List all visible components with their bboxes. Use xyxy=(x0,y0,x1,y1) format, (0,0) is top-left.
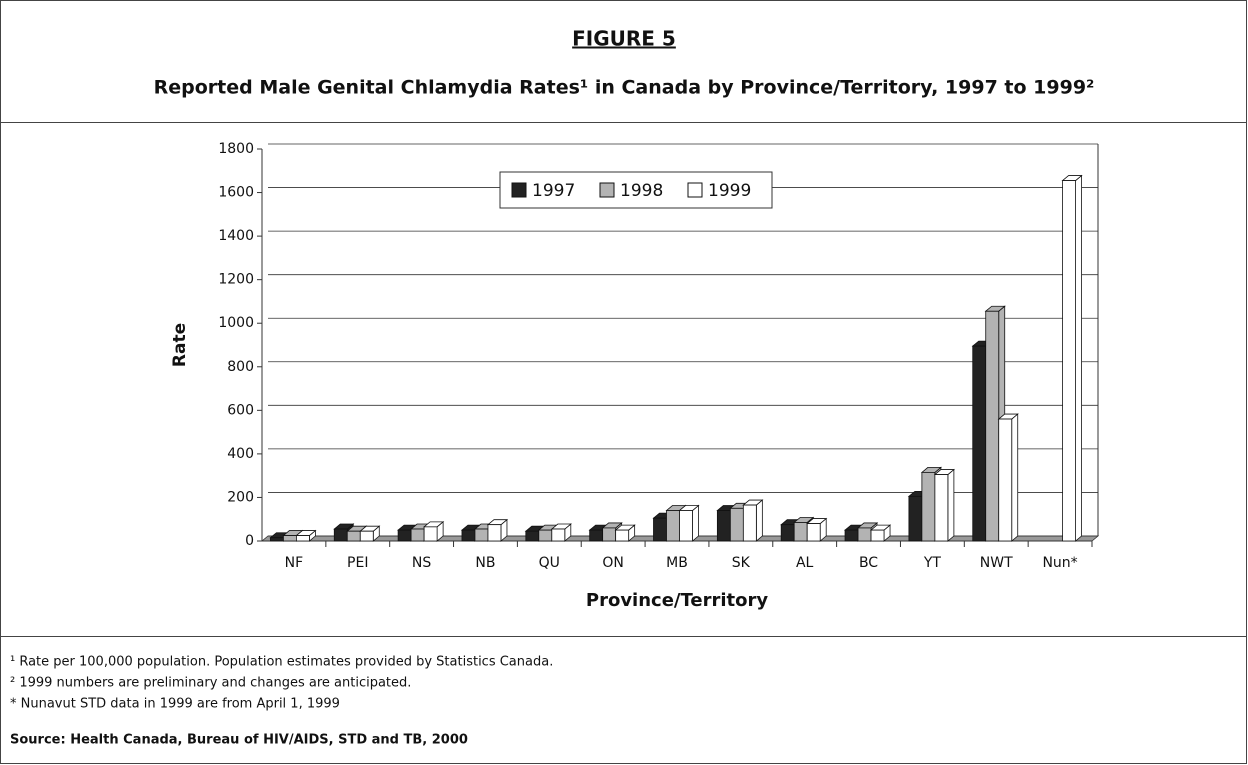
y-tick-label: 600 xyxy=(227,402,254,418)
bar xyxy=(346,530,361,542)
y-tick-label: 1000 xyxy=(218,315,254,331)
y-tick-label: 1800 xyxy=(218,141,254,157)
bar xyxy=(921,471,936,542)
bar xyxy=(423,526,438,542)
x-tick-label: NF xyxy=(285,555,304,571)
y-tick-label: 200 xyxy=(227,489,254,505)
bar xyxy=(985,310,1000,542)
bar xyxy=(487,524,502,542)
x-tick-label: ON xyxy=(602,555,624,571)
bar xyxy=(666,510,680,542)
legend-swatch xyxy=(599,182,615,198)
bar xyxy=(653,517,667,542)
bar xyxy=(283,535,297,542)
bar xyxy=(679,510,693,542)
x-tick-label: PEI xyxy=(347,555,368,571)
footnote: ² 1999 numbers are preliminary and chang… xyxy=(10,676,411,691)
bar-side xyxy=(755,499,763,542)
bar xyxy=(397,529,412,542)
bar xyxy=(780,524,795,542)
y-axis-title: Rate xyxy=(170,323,190,367)
bar xyxy=(972,345,987,542)
bar-side xyxy=(692,504,699,542)
bar xyxy=(742,504,757,542)
x-tick-label: Nun* xyxy=(1042,555,1077,571)
footnote: ¹ Rate per 100,000 population. Populatio… xyxy=(10,655,553,670)
x-tick-label: AL xyxy=(796,555,814,571)
bar xyxy=(1062,180,1076,542)
x-tick-label: NS xyxy=(412,555,431,571)
bar xyxy=(296,535,310,542)
bar xyxy=(410,528,425,542)
y-tick-label: 1600 xyxy=(218,185,254,201)
x-tick-label: SK xyxy=(732,555,751,571)
y-tick-label: 0 xyxy=(245,533,254,549)
bar xyxy=(806,523,821,542)
x-tick-label: QU xyxy=(539,555,560,571)
legend-label: 1999 xyxy=(708,181,751,201)
bar-side xyxy=(1011,413,1019,542)
bar xyxy=(602,527,617,542)
x-tick-label: MB xyxy=(666,555,688,571)
bar xyxy=(870,529,885,542)
bar xyxy=(333,528,348,542)
x-tick-label: NWT xyxy=(980,555,1013,571)
x-axis-title: Province/Territory xyxy=(586,590,768,611)
bar xyxy=(857,527,872,542)
legend-label: 1998 xyxy=(620,181,663,201)
bar xyxy=(461,529,476,542)
bar xyxy=(844,529,859,542)
y-tick-label: 1400 xyxy=(218,228,254,244)
legend-swatch xyxy=(511,182,527,198)
bar xyxy=(359,530,374,542)
y-tick-label: 1200 xyxy=(218,272,254,288)
chart-title: Reported Male Genital Chlamydia Rates¹ i… xyxy=(154,77,1095,99)
bar xyxy=(716,510,731,542)
bar xyxy=(998,418,1013,542)
x-tick-label: BC xyxy=(859,555,878,571)
bar xyxy=(615,529,630,542)
bar xyxy=(908,495,923,542)
y-tick-label: 800 xyxy=(227,359,254,375)
bar xyxy=(270,537,284,542)
bar xyxy=(551,528,566,542)
legend-box xyxy=(499,171,773,209)
bar-side xyxy=(947,468,955,542)
legend-swatch xyxy=(687,182,703,198)
y-tick-label: 400 xyxy=(227,446,254,462)
bar xyxy=(525,530,540,542)
source: Source: Health Canada, Bureau of HIV/AID… xyxy=(10,733,468,748)
bar-side xyxy=(1075,174,1082,542)
bar xyxy=(934,474,949,542)
footnote: * Nunavut STD data in 1999 are from Apri… xyxy=(10,697,340,712)
bar xyxy=(793,522,808,542)
bar xyxy=(589,529,604,542)
x-tick-label: YT xyxy=(923,555,942,571)
bar xyxy=(538,529,553,542)
bar xyxy=(729,507,744,542)
legend-label: 1997 xyxy=(532,181,575,201)
x-tick-label: NB xyxy=(475,555,495,571)
bar xyxy=(474,528,489,542)
figure-label: FIGURE 5 xyxy=(572,27,676,51)
